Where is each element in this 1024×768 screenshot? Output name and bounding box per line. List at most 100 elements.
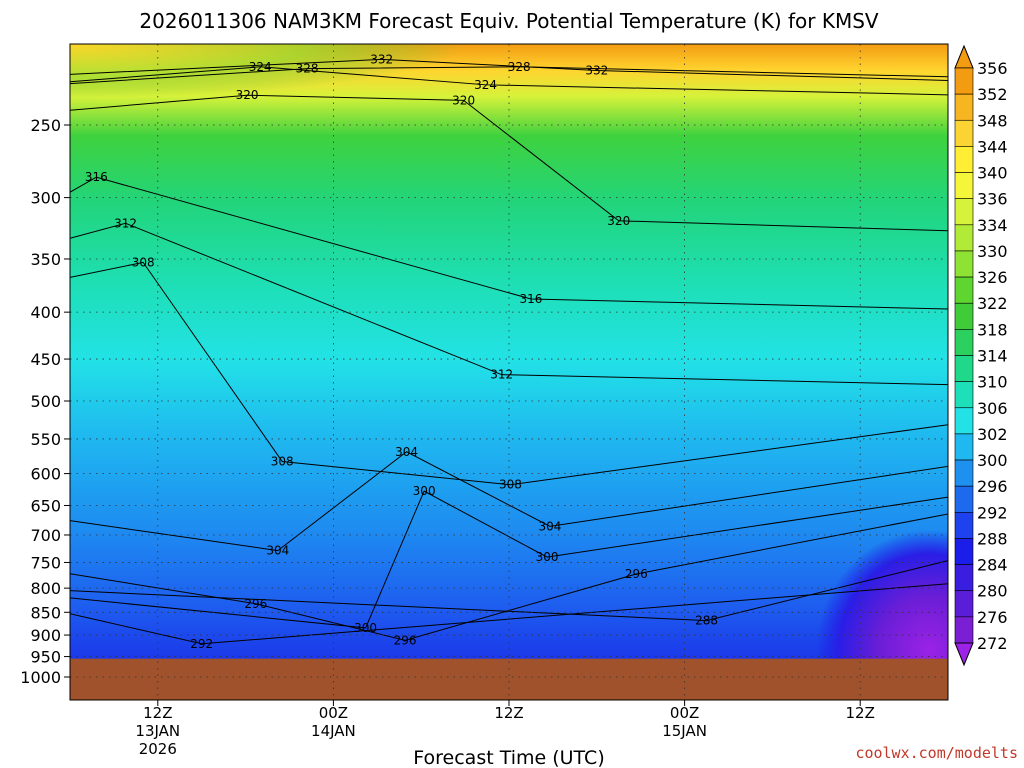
contour-lines [70, 58, 948, 645]
contour-label: 296 [394, 633, 417, 647]
chart-title: 2026011306 NAM3KM Forecast Equiv. Potent… [139, 9, 879, 33]
contour-line [70, 451, 948, 552]
contour-label: 324 [249, 60, 272, 74]
colorbar-max-arrow [954, 44, 974, 69]
contour-line [70, 222, 948, 386]
colorbar-segment [954, 198, 974, 226]
contour-label: 300 [354, 621, 377, 635]
x-tick-year: 2026 [139, 740, 177, 758]
y-tick-label: 500 [30, 392, 61, 411]
colorbar-label: 336 [977, 190, 1008, 209]
contour-label: 308 [132, 255, 155, 269]
colorbar-segment [954, 302, 974, 330]
contour-label: 304 [266, 544, 289, 558]
colorbar-segment [954, 355, 974, 382]
colorbar-label: 296 [977, 477, 1008, 496]
colorbar-label: 352 [977, 85, 1008, 104]
colorbar-label: 276 [977, 608, 1008, 627]
colorbar-segment [954, 564, 974, 592]
x-tick-label: 12Z [846, 704, 875, 722]
colorbar-segment [954, 224, 974, 252]
colorbar-segment [954, 459, 974, 487]
contour-label: 324 [474, 78, 497, 92]
colorbar-segment [954, 433, 974, 461]
contour-line [70, 66, 948, 85]
colorbar-min-arrow [954, 642, 974, 667]
contour-label: 308 [499, 478, 522, 492]
y-tick-label: 950 [30, 648, 61, 667]
contour-label: 328 [296, 62, 319, 76]
colorbar-segment [954, 250, 974, 278]
contour-line [70, 58, 948, 81]
contour-line [70, 583, 948, 645]
contour-label: 320 [236, 88, 259, 102]
y-tick-label: 900 [30, 626, 61, 645]
contour-label: 292 [190, 637, 213, 651]
colorbar-segment [954, 381, 974, 409]
y-tick-label: 700 [30, 526, 61, 545]
y-tick-label: 750 [30, 553, 61, 572]
gridlines [70, 44, 948, 700]
contour-line [70, 66, 948, 96]
y-tick-label: 400 [30, 303, 61, 322]
contour-label: 316 [519, 292, 542, 306]
colorbar-label: 314 [977, 347, 1008, 366]
colorbar-label: 302 [977, 425, 1008, 444]
colorbar-label: 344 [977, 137, 1008, 156]
low-level-cold-region [760, 460, 948, 660]
colorbar-label: 300 [977, 451, 1008, 470]
colorbar-label: 284 [977, 556, 1008, 575]
colorbar-segment [954, 538, 974, 565]
contour-label: 304 [539, 519, 562, 533]
colorbar-segment [954, 93, 974, 121]
x-tick-date: 14JAN [311, 722, 356, 740]
contour-label: 296 [625, 567, 648, 581]
colorbar-segment [954, 67, 974, 95]
contour-label: 320 [607, 214, 630, 228]
x-tick-date: 15JAN [662, 722, 707, 740]
colorbar-segment [954, 407, 974, 435]
colorbar-label: 288 [977, 529, 1008, 548]
colorbar-label: 356 [977, 59, 1008, 78]
contour-line [70, 94, 948, 232]
below-ground-terrain [70, 658, 948, 700]
contour-label: 304 [395, 445, 418, 459]
contour-line [70, 261, 948, 486]
x-tick-label: 00Z [319, 704, 348, 722]
colorbar-segment [954, 146, 974, 173]
contour-label: 328 [508, 60, 531, 74]
contour-line [70, 176, 948, 310]
colorbar-segment [954, 276, 974, 304]
colorbar-label: 280 [977, 582, 1008, 601]
y-tick-label: 600 [30, 465, 61, 484]
contour-label: 308 [271, 454, 294, 468]
y-axis: 250 300 350 400 450 500 550 600 650 700 750 800 850 9… [20, 116, 70, 687]
colorbar-label: 272 [977, 634, 1008, 653]
colorbar-segment [954, 485, 974, 513]
x-tick-label: 12Z [143, 704, 172, 722]
y-tick-label: 250 [30, 116, 61, 135]
y-tick-label: 550 [30, 430, 61, 449]
x-axis-label: Forecast Time (UTC) [413, 747, 604, 768]
colorbar: 356 352 348 344 340 336 334 330 326 322 318 314 310 3… [954, 44, 1008, 667]
colorbar-label: 292 [977, 503, 1008, 522]
colorbar-label: 340 [977, 164, 1008, 183]
colorbar-label: 326 [977, 268, 1008, 287]
colorbar-label: 334 [977, 216, 1008, 235]
colorbar-label: 318 [977, 320, 1008, 339]
contour-label: 300 [536, 550, 559, 564]
colorbar-label: 322 [977, 294, 1008, 313]
colorbar-label: 348 [977, 111, 1008, 130]
colorbar-segment [954, 329, 974, 356]
contour-label: 312 [490, 368, 513, 382]
y-tick-label: 850 [30, 603, 61, 622]
colorbar-segment [954, 512, 974, 539]
contour-label: 316 [85, 170, 108, 184]
contour-label: 296 [244, 597, 267, 611]
colorbar-label: 306 [977, 399, 1008, 418]
x-tick-label: 12Z [494, 704, 523, 722]
colorbar-segment [954, 119, 974, 147]
contour-label: 332 [370, 52, 393, 66]
